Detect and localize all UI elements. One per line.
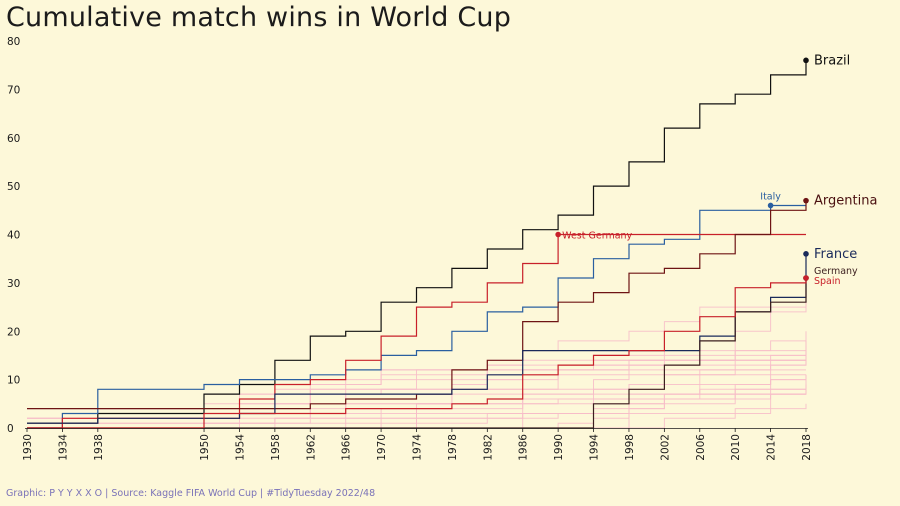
series-label-france: France <box>814 247 857 262</box>
series-end-marker-argentina <box>803 197 809 204</box>
series-end-marker-brazil <box>803 57 809 64</box>
series-end-marker-france <box>803 251 809 257</box>
series-line-germany <box>27 278 807 429</box>
x-tick-label: 1986 <box>518 434 530 461</box>
x-tick-label: 1978 <box>447 434 459 461</box>
x-tick-label: 1938 <box>93 434 105 461</box>
y-tick-label: 40 <box>7 230 20 242</box>
y-tick-label: 0 <box>7 423 14 435</box>
x-tick-label: 1966 <box>341 434 353 461</box>
y-tick-label: 30 <box>7 278 20 290</box>
highlight-series-lines <box>27 60 807 429</box>
series-line-poland <box>27 355 807 429</box>
y-tick-label: 70 <box>7 84 20 96</box>
x-tick-label: 1982 <box>482 434 494 461</box>
x-tick-label: 1950 <box>199 434 211 461</box>
series-label-west-germany: West Germany <box>562 231 632 242</box>
series-end-marker-italy <box>767 202 774 209</box>
series-line-spain <box>27 278 807 429</box>
y-tick-label: 80 <box>7 36 20 48</box>
series-label-argentina: Argentina <box>814 194 877 209</box>
x-tick-label: 1958 <box>270 434 282 461</box>
x-tick-label: 1954 <box>234 434 246 461</box>
chart-title: Cumulative match wins in World Cup <box>6 2 512 33</box>
series-label-spain: Spain <box>814 276 841 287</box>
x-tick-label: 1974 <box>412 434 424 461</box>
series-label-italy: Italy <box>760 191 781 202</box>
y-tick-label: 20 <box>7 326 20 338</box>
x-tick-label: 1998 <box>624 434 636 461</box>
x-tick-label: 2010 <box>730 434 742 461</box>
x-tick-label: 2014 <box>766 434 778 461</box>
x-tick-label: 1930 <box>22 434 34 461</box>
series-line-italy <box>27 204 806 429</box>
x-tick-label: 1962 <box>305 434 317 461</box>
x-tick-label: 2006 <box>695 434 707 461</box>
chart-caption: Graphic: P Y Y X X O | Source: Kaggle FI… <box>6 488 376 499</box>
x-tick-label: 1934 <box>57 434 69 461</box>
series-end-marker-spain <box>803 275 809 281</box>
series-line-paraguay <box>27 393 806 424</box>
axes-layer: 0 10 20 30 40 50 60 70 80 1930 1934 1938 1950 1954 195… <box>7 36 813 461</box>
series-labels: Brazil Argentina Italy West Germany France Ge… <box>562 53 877 287</box>
x-tick-label: 1994 <box>589 434 601 461</box>
x-tick-label: 1990 <box>553 434 565 461</box>
series-line-brazil <box>27 60 807 424</box>
y-tick-label: 60 <box>7 133 20 145</box>
x-tick-label: 1970 <box>376 434 388 461</box>
y-tick-label: 50 <box>7 181 20 193</box>
endpoint-markers <box>555 57 809 281</box>
x-tick-label: 2018 <box>801 434 813 461</box>
x-tick-label: 2002 <box>659 434 671 461</box>
series-label-brazil: Brazil <box>814 53 850 68</box>
series-label-germany: Germany <box>814 266 858 277</box>
series-end-marker-west-germany <box>555 231 561 238</box>
y-tick-label: 10 <box>7 375 20 387</box>
